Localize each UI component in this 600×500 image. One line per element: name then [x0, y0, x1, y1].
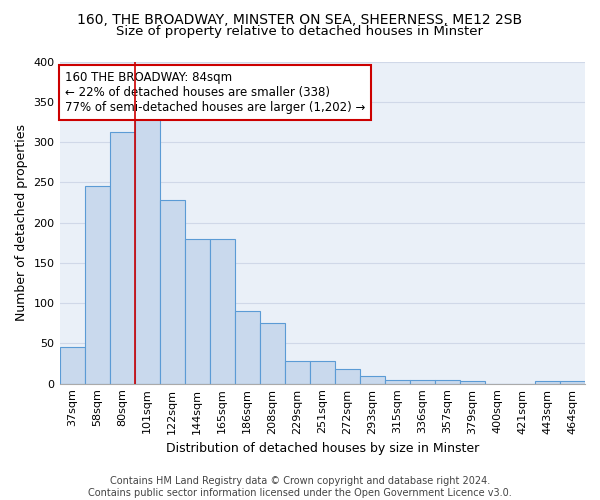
Bar [460, 382, 485, 384]
Bar [235, 311, 260, 384]
Bar [560, 382, 585, 384]
Text: 160, THE BROADWAY, MINSTER ON SEA, SHEERNESS, ME12 2SB: 160, THE BROADWAY, MINSTER ON SEA, SHEER… [77, 12, 523, 26]
Bar [535, 382, 560, 384]
Bar [260, 324, 285, 384]
Bar [435, 380, 460, 384]
Bar [110, 132, 134, 384]
Bar [335, 369, 360, 384]
Bar [160, 200, 185, 384]
Bar [410, 380, 435, 384]
Text: Size of property relative to detached houses in Minster: Size of property relative to detached ho… [116, 25, 484, 38]
Bar [134, 114, 160, 384]
Bar [360, 376, 385, 384]
Bar [310, 361, 335, 384]
Bar [385, 380, 410, 384]
Text: Contains HM Land Registry data © Crown copyright and database right 2024.
Contai: Contains HM Land Registry data © Crown c… [88, 476, 512, 498]
Bar [209, 238, 235, 384]
X-axis label: Distribution of detached houses by size in Minster: Distribution of detached houses by size … [166, 442, 479, 455]
Bar [285, 361, 310, 384]
Bar [59, 348, 85, 384]
Text: 160 THE BROADWAY: 84sqm
← 22% of detached houses are smaller (338)
77% of semi-d: 160 THE BROADWAY: 84sqm ← 22% of detache… [65, 71, 365, 114]
Y-axis label: Number of detached properties: Number of detached properties [15, 124, 28, 321]
Bar [185, 238, 209, 384]
Bar [85, 186, 110, 384]
